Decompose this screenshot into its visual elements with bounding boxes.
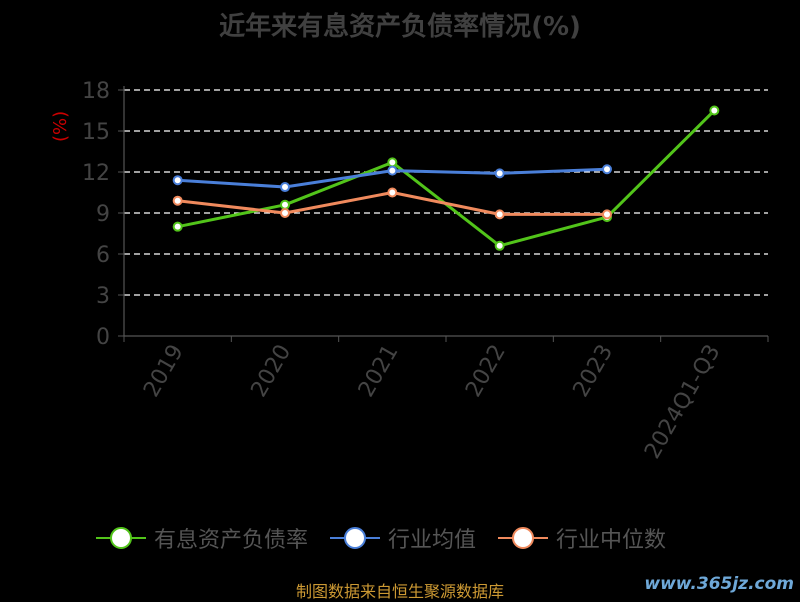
y-tick-label: 15 xyxy=(82,120,110,145)
legend: 有息资产负债率 行业均值 行业中位数 xyxy=(96,518,688,558)
series-0 xyxy=(172,105,720,251)
line-chart: 0 3 6 9 12 15 18 2019 2020 2021 2022 2023 2024Q1-Q3 xyxy=(82,79,769,463)
data-point xyxy=(494,168,505,179)
axes xyxy=(118,86,769,342)
y-tick-label: 9 xyxy=(96,202,110,227)
x-tick-label: 2024Q1-Q3 xyxy=(640,341,725,464)
x-tick-labels: 2019 2020 2021 2022 2023 2024Q1-Q3 xyxy=(139,340,725,463)
legend-marker-orange xyxy=(498,527,549,549)
series-2 xyxy=(172,187,612,220)
data-point xyxy=(494,209,505,220)
data-point xyxy=(709,105,720,116)
data-point xyxy=(280,208,290,218)
watermark: www.365jz.com xyxy=(644,574,794,594)
y-tick-label: 6 xyxy=(96,243,110,268)
x-tick-label: 2021 xyxy=(354,341,404,402)
series-1 xyxy=(172,164,612,193)
y-tick-label: 3 xyxy=(96,284,110,309)
legend-label: 行业均值 xyxy=(388,528,477,553)
data-point xyxy=(494,240,505,251)
data-point xyxy=(602,164,612,175)
data-point xyxy=(602,209,612,220)
legend-item-interest-bearing-ratio[interactable]: 有息资产负债率 xyxy=(96,522,308,554)
y-tick-label: 12 xyxy=(82,161,110,186)
data-point xyxy=(387,165,398,176)
y-tick-label: 18 xyxy=(82,79,110,104)
x-tick-label: 2020 xyxy=(247,341,297,402)
data-point xyxy=(280,199,290,210)
chart-title: 近年来有息资产负债率情况(%) xyxy=(219,12,581,42)
y-tick-label: 0 xyxy=(96,325,110,350)
data-point xyxy=(172,221,183,232)
legend-item-industry-mean[interactable]: 行业均值 xyxy=(330,522,476,554)
x-tick-label: 2023 xyxy=(569,341,619,402)
data-point xyxy=(172,195,183,206)
data-point xyxy=(280,182,290,193)
data-point xyxy=(387,157,398,168)
data-point xyxy=(172,175,183,186)
data-source: 制图数据来自恒生聚源数据库 xyxy=(295,582,504,601)
data-point xyxy=(387,187,398,198)
legend-marker-green xyxy=(96,527,146,549)
x-tick-label: 2019 xyxy=(139,341,189,402)
y-tick-labels: 0 3 6 9 12 15 18 xyxy=(82,79,110,350)
x-tick-label: 2022 xyxy=(461,340,511,401)
legend-label: 行业中位数 xyxy=(556,528,667,553)
legend-marker-blue xyxy=(330,527,381,549)
legend-item-industry-median[interactable]: 行业中位数 xyxy=(498,522,666,554)
series-lines xyxy=(172,105,720,251)
grid-lines xyxy=(124,89,768,296)
legend-label: 有息资产负债率 xyxy=(154,528,309,553)
